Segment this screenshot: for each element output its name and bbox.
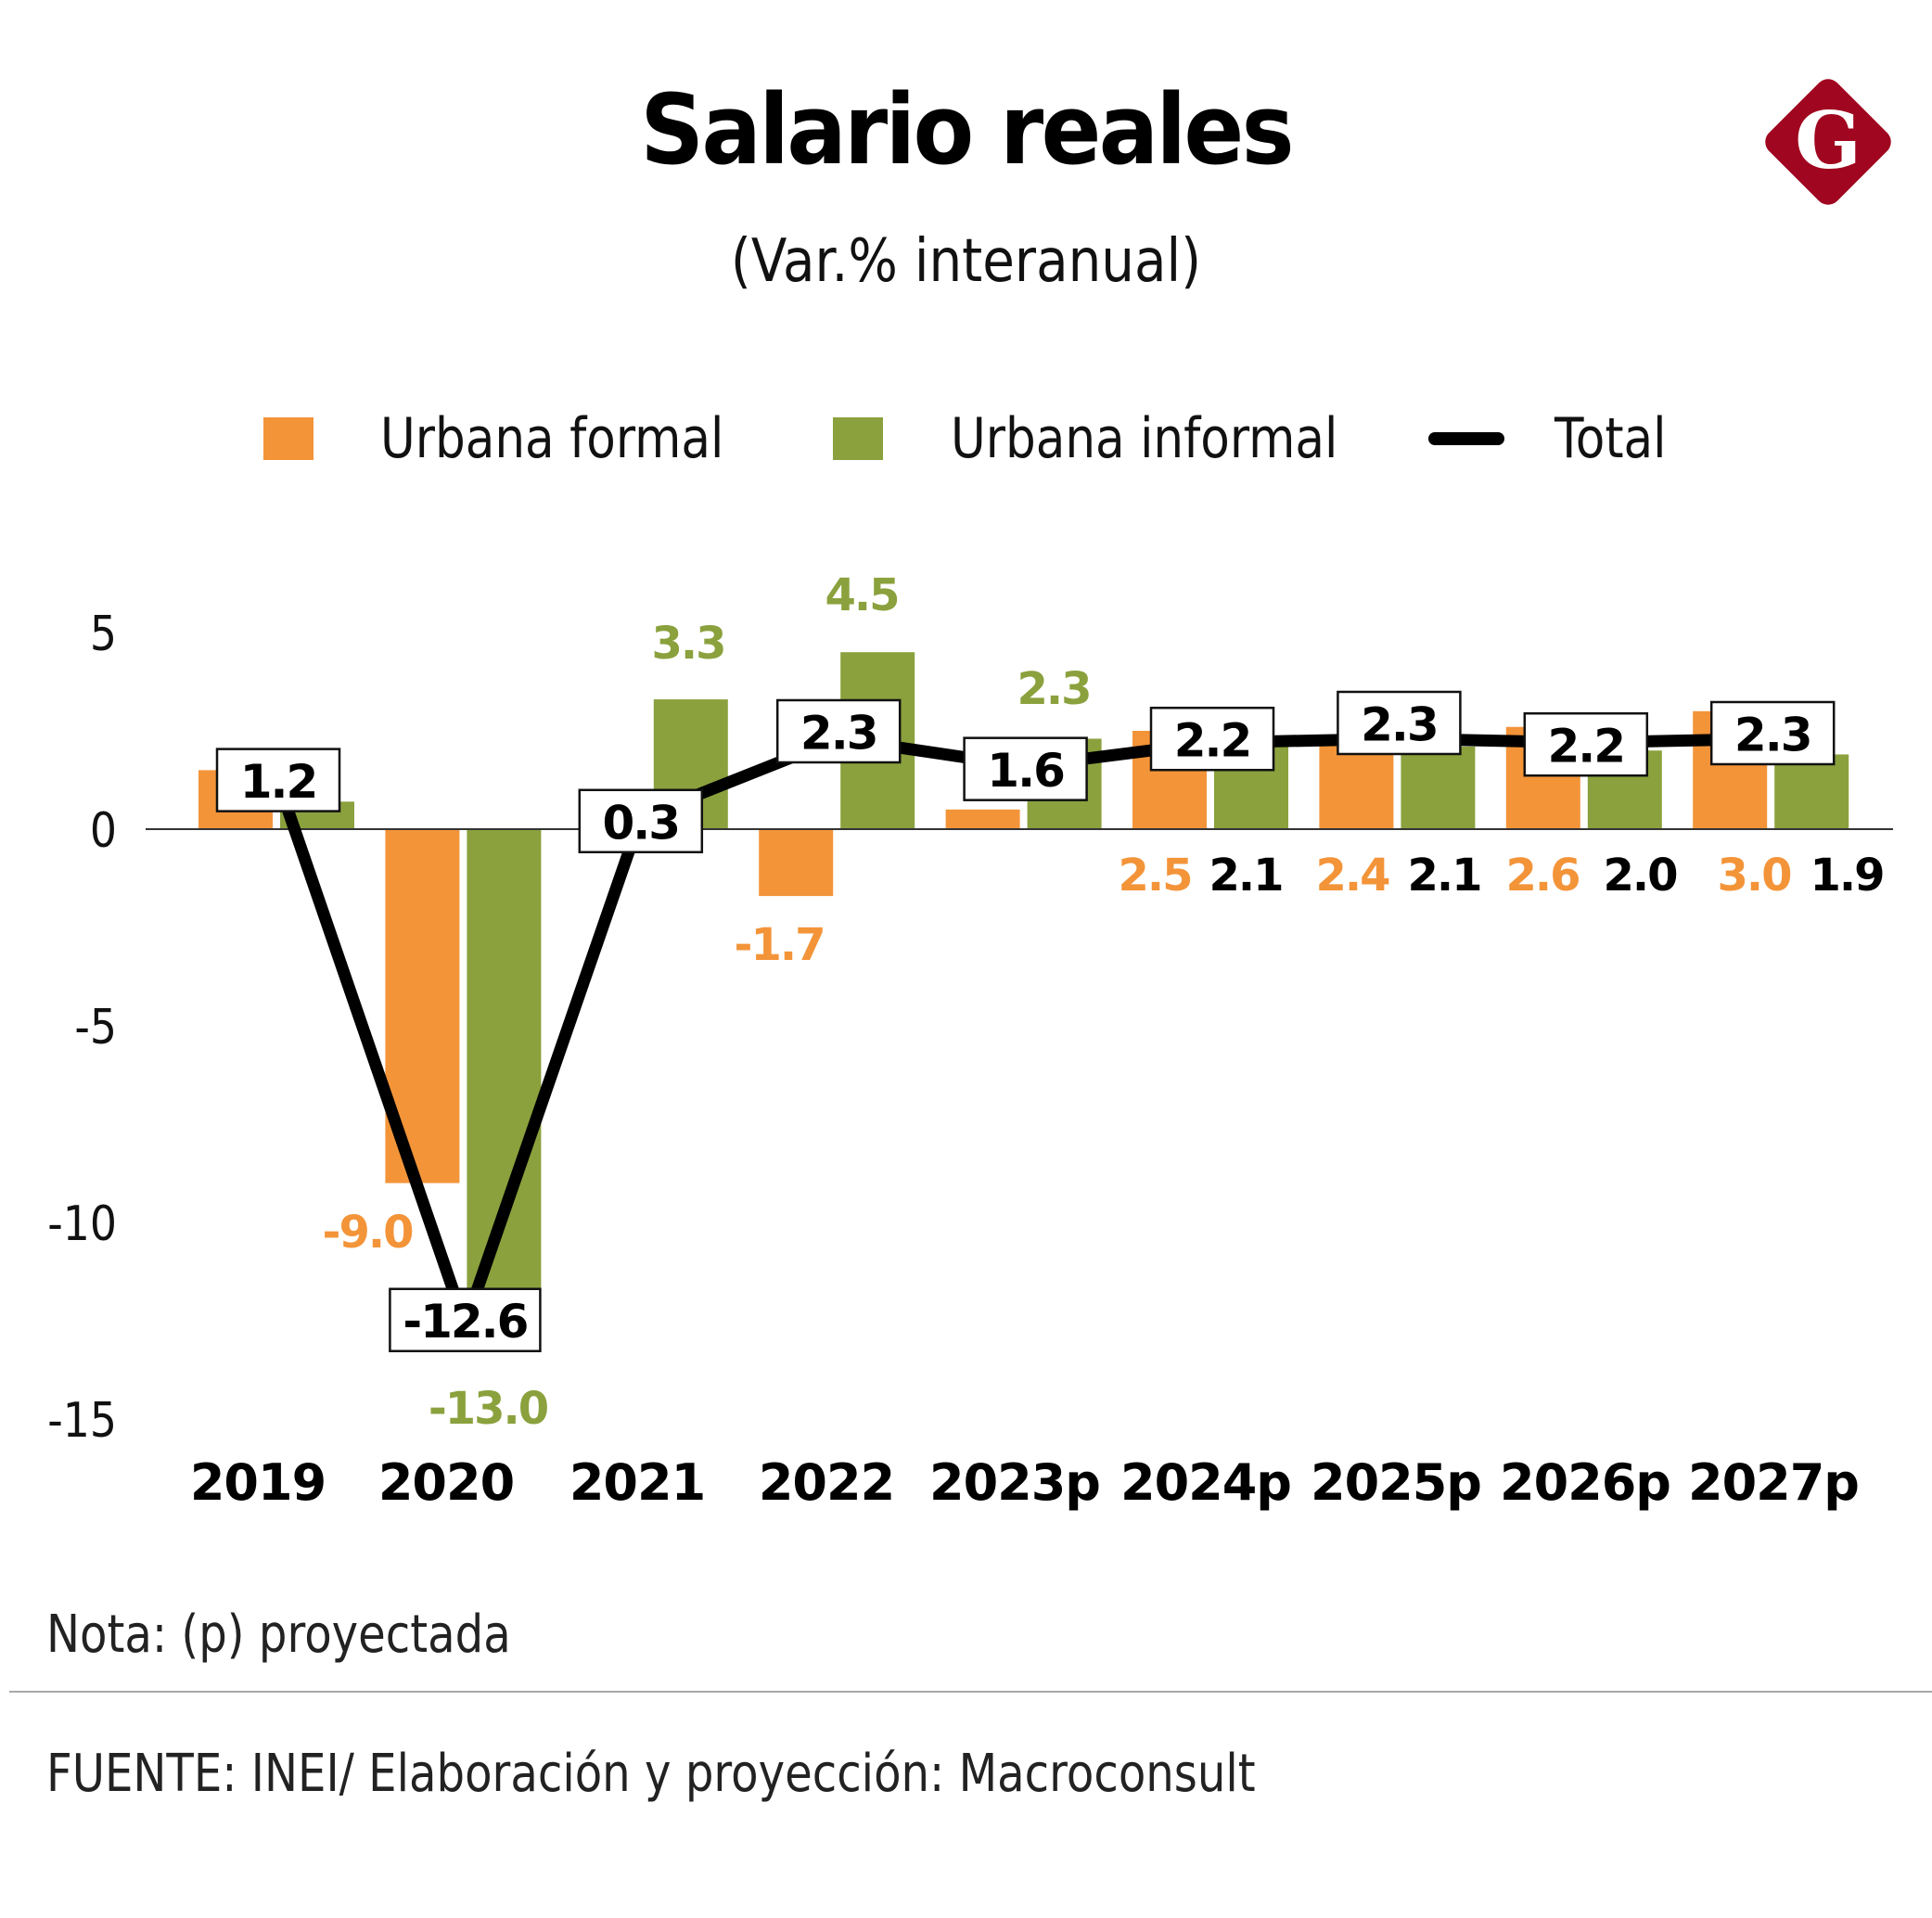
urbana-informal-value-label: 4.5 bbox=[825, 569, 898, 621]
total-value-label: 1.6 bbox=[987, 744, 1064, 798]
total-value-label: 0.3 bbox=[603, 796, 680, 850]
total-value-box bbox=[578, 788, 704, 854]
urbana-formal-value-label: -9.0 bbox=[323, 1207, 414, 1259]
logo-diamond bbox=[1765, 79, 1891, 205]
chart-title: Salario reales bbox=[640, 73, 1294, 186]
total-value-box bbox=[1337, 690, 1462, 756]
urbana-informal-value-label: 2.3 bbox=[1017, 663, 1090, 715]
legend-label-total: Total bbox=[1555, 406, 1667, 471]
total-value-box bbox=[963, 736, 1088, 801]
x-tick-label: 2019 bbox=[190, 1453, 326, 1512]
x-tick-label: 2024p bbox=[1120, 1453, 1291, 1512]
bar-urbana-informal bbox=[1774, 754, 1849, 829]
urbana-formal-value-label: 3.0 bbox=[1717, 850, 1791, 901]
total-value-box bbox=[1523, 711, 1649, 777]
legend-swatch-urbana-informal bbox=[833, 417, 883, 460]
chart-plot: 5 0 -5 -10 -15 1.2 -12.6 0.3 2.3 1.6 2.2 2.3 2.2 2.3 -… bbox=[47, 569, 1893, 1512]
urbana-formal-value-label: 2.4 bbox=[1315, 850, 1389, 901]
total-value-box bbox=[1709, 700, 1836, 766]
x-tick-label: 2020 bbox=[378, 1453, 514, 1512]
bar-urbana-formal bbox=[945, 809, 1020, 829]
urbana-informal-value-label: 1.9 bbox=[1810, 850, 1883, 901]
bar-urbana-formal bbox=[759, 829, 834, 897]
total-value-label: 2.2 bbox=[1548, 720, 1625, 774]
y-tick-label: -15 bbox=[47, 1392, 117, 1449]
footer-divider bbox=[9, 1691, 1932, 1693]
total-value-label: 2.2 bbox=[1174, 714, 1251, 768]
urbana-informal-value-label: -13.0 bbox=[429, 1383, 548, 1435]
urbana-formal-value-label: 2.5 bbox=[1118, 850, 1191, 901]
total-value-box bbox=[1149, 706, 1275, 772]
x-tick-label: 2022 bbox=[759, 1453, 894, 1512]
brand-logo-icon: G bbox=[1765, 79, 1891, 205]
total-value-label: 2.3 bbox=[800, 706, 877, 760]
total-value-box bbox=[389, 1287, 542, 1352]
x-tick-label: 2026p bbox=[1500, 1453, 1670, 1512]
total-value-label: 2.3 bbox=[1734, 708, 1811, 761]
y-tick-label: 0 bbox=[90, 802, 117, 859]
urbana-informal-value-label: 2.0 bbox=[1603, 850, 1677, 901]
legend-label-urbana-informal: Urbana informal bbox=[951, 406, 1338, 471]
x-tick-label: 2025p bbox=[1311, 1453, 1481, 1512]
bar-urbana-informal bbox=[1401, 746, 1476, 829]
total-value-box bbox=[775, 698, 902, 764]
chart-legend: Urbana formal Urbana informal Total bbox=[0, 408, 1932, 473]
logo-letter: G bbox=[1795, 95, 1862, 186]
y-tick-label: -10 bbox=[47, 1196, 117, 1252]
urbana-informal-value-label: 2.1 bbox=[1407, 850, 1480, 901]
total-value-label: -12.6 bbox=[403, 1295, 527, 1349]
bar-urbana-informal bbox=[467, 829, 542, 1341]
urbana-formal-value-label: 2.6 bbox=[1505, 850, 1579, 901]
footnote: Nota: (p) proyectada bbox=[46, 1605, 511, 1665]
urbana-informal-value-label: 2.1 bbox=[1209, 850, 1282, 901]
y-tick-label: 5 bbox=[90, 606, 117, 662]
urbana-formal-value-label: -1.7 bbox=[735, 919, 825, 971]
source-credit: FUENTE: INEI/ Elaboración y proyección: … bbox=[46, 1744, 1256, 1804]
chart-subtitle: (Var.% interanual) bbox=[730, 227, 1202, 296]
total-value-label: 1.2 bbox=[240, 755, 317, 809]
x-tick-label: 2021 bbox=[569, 1453, 705, 1512]
total-value-box bbox=[215, 748, 341, 812]
x-tick-label: 2023p bbox=[929, 1453, 1100, 1512]
legend-swatch-total bbox=[1428, 432, 1504, 445]
x-tick-label: 2027p bbox=[1688, 1453, 1859, 1512]
y-tick-label: -5 bbox=[74, 999, 117, 1055]
urbana-informal-value-label: 3.3 bbox=[651, 618, 724, 670]
legend-swatch-urbana-formal bbox=[263, 417, 313, 460]
total-value-label: 2.3 bbox=[1361, 697, 1438, 751]
legend-label-urbana-formal: Urbana formal bbox=[380, 406, 724, 471]
